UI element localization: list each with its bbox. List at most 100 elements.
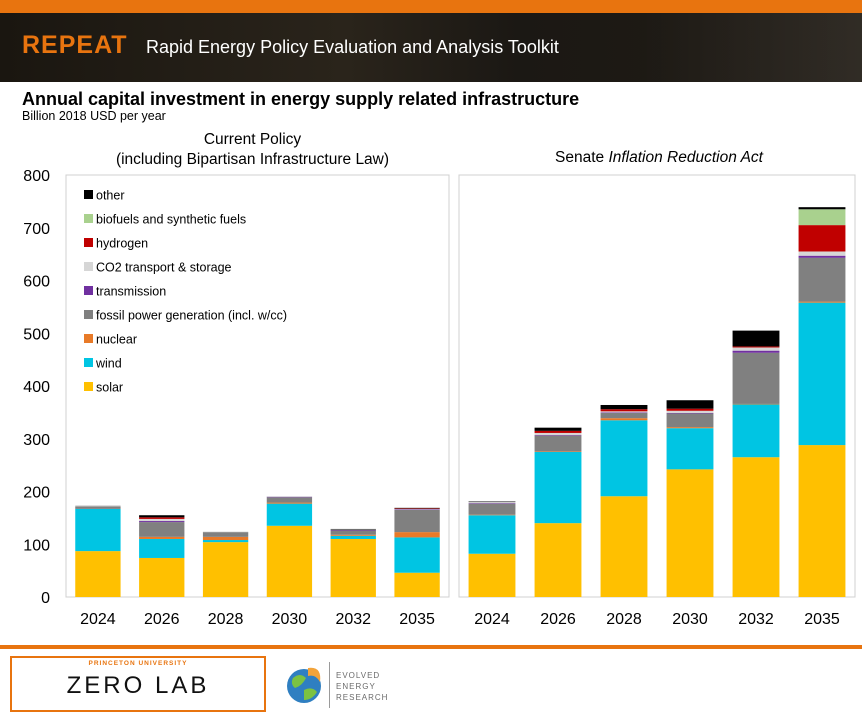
bar-segment	[394, 509, 440, 510]
bar-segment	[798, 301, 846, 303]
stacked-bar-chart: 800 700 600 500 400 300 200 100 0 Current Policy (…	[23, 131, 856, 628]
bar-segment	[534, 427, 582, 431]
repeat-logo: REPEAT	[22, 31, 128, 59]
bar-segment	[139, 518, 185, 522]
evolved-energy-research-label: EVOLVED ENERGY RESEARCH	[336, 671, 389, 702]
bar-segment	[666, 413, 714, 428]
panel-title: Senate Inflation Reduction Act	[555, 149, 764, 166]
legend-swatch	[84, 214, 93, 223]
bar-segment	[468, 503, 516, 504]
y-tick-label: 300	[23, 432, 50, 449]
bar-segment	[75, 551, 121, 597]
bar-segment	[600, 411, 648, 413]
bar-segment	[394, 537, 440, 573]
bar-segment	[266, 502, 313, 504]
x-tick-label: 2035	[804, 611, 840, 628]
bar-segment	[534, 451, 582, 452]
bar-segment	[600, 404, 648, 410]
bar-segment	[732, 347, 780, 351]
legend-label: other	[96, 189, 125, 203]
y-tick-label: 500	[23, 326, 50, 343]
header-subtitle: Rapid Energy Policy Evaluation and Analy…	[146, 37, 559, 57]
panel-title: (including Bipartisan Infrastructure Law…	[116, 151, 389, 168]
legend-label: transmission	[96, 285, 166, 299]
bar-segment	[798, 255, 846, 258]
bar-segment	[732, 457, 780, 597]
bar-segment	[534, 430, 582, 433]
bar-segment	[798, 209, 846, 226]
bar-segment	[266, 525, 313, 597]
x-tick-label: 2030	[672, 611, 708, 628]
footer-divider	[329, 662, 330, 708]
bar-segment	[666, 428, 714, 470]
bar-segment	[139, 557, 185, 597]
legend-swatch	[84, 358, 93, 367]
legend-label: biofuels and synthetic fuels	[96, 213, 246, 227]
bar-segment	[394, 508, 440, 510]
bar-segment	[666, 427, 714, 429]
bar-segment	[75, 508, 121, 552]
zero-lab-name: ZERO LAB	[66, 672, 210, 699]
y-tick-label: 200	[23, 485, 50, 502]
legend-label: solar	[96, 381, 123, 395]
legend-swatch	[84, 310, 93, 319]
panel-frame	[65, 174, 450, 598]
bar-segment	[394, 572, 440, 597]
bar-segment	[534, 435, 582, 436]
legend-label: CO2 transport & storage	[96, 261, 232, 275]
legend-swatch	[84, 190, 93, 199]
bar-segment	[732, 404, 780, 458]
bar-segment	[666, 412, 714, 414]
bar-segment	[139, 522, 185, 537]
bar-segment	[468, 515, 516, 554]
bar-segment	[330, 530, 376, 531]
evolved-energy-globe-icon	[287, 667, 321, 703]
bar-segment	[732, 350, 780, 353]
bar-segment	[139, 515, 185, 518]
bar-segment	[266, 503, 313, 526]
bar-segment	[666, 410, 714, 413]
bar-segment	[798, 302, 846, 446]
bar-segment	[266, 497, 313, 503]
y-tick-label: 400	[23, 379, 50, 396]
bar-segment	[798, 207, 846, 210]
princeton-label: PRINCETON UNIVERSITY	[82, 660, 194, 667]
top-accent-bar	[0, 0, 862, 13]
bar-segment	[600, 412, 648, 419]
x-tick-label: 2026	[540, 611, 576, 628]
x-tick-label: 2024	[80, 611, 116, 628]
bar-segment	[330, 529, 376, 531]
bar-segment	[468, 553, 516, 597]
legend-swatch	[84, 238, 93, 247]
bar-segment	[534, 523, 582, 597]
bar-segment	[330, 528, 376, 530]
bar-segment	[139, 521, 185, 523]
bar-segment	[266, 496, 313, 497]
bar-segment	[666, 469, 714, 597]
bar-segment	[330, 530, 376, 535]
legend-label: wind	[95, 357, 122, 371]
legend-swatch	[84, 286, 93, 295]
y-tick-label: 0	[41, 590, 50, 607]
bar-segment	[534, 432, 582, 436]
bar-segment	[798, 445, 846, 597]
legend-label: hydrogen	[96, 237, 148, 251]
y-tick-label: 600	[23, 274, 50, 291]
x-tick-label: 2028	[208, 611, 244, 628]
legend-swatch	[84, 262, 93, 271]
bar-segment	[202, 531, 249, 533]
bar-segment	[330, 534, 376, 536]
x-tick-label: 2028	[606, 611, 642, 628]
bar-segment	[394, 508, 440, 509]
bar-segment	[139, 517, 185, 519]
bar-segment	[266, 496, 313, 498]
zero-lab-logo: PRINCETON UNIVERSITY ZERO LAB	[10, 656, 266, 712]
panel-title: Current Policy	[204, 131, 302, 148]
bar-segment	[75, 505, 121, 507]
bar-segment	[394, 507, 440, 509]
bar-segment	[732, 346, 780, 348]
bar-segment	[600, 496, 648, 597]
bar-segment	[139, 536, 185, 539]
bar-segment	[394, 532, 440, 538]
chart-unit: Billion 2018 USD per year	[22, 109, 166, 123]
